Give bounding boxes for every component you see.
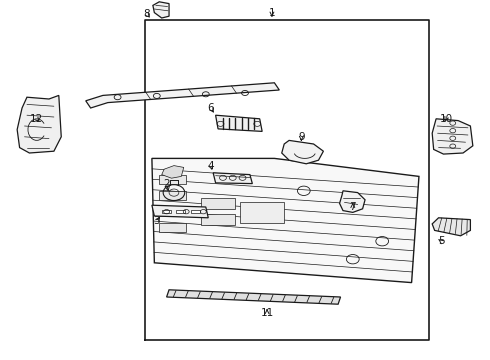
Bar [201,214,235,225]
Polygon shape [152,158,419,283]
Text: 9: 9 [298,132,305,142]
Polygon shape [432,218,470,236]
Text: 6: 6 [207,103,214,113]
Text: 10: 10 [440,114,452,124]
Bar [176,210,185,213]
Bar [159,175,186,184]
Polygon shape [432,119,473,154]
Polygon shape [216,115,262,131]
Text: 4: 4 [207,161,214,171]
Bar [201,198,235,209]
Polygon shape [167,290,341,304]
Text: 1: 1 [269,8,275,18]
Text: 7: 7 [349,202,356,212]
Bar [191,210,200,213]
Text: 3: 3 [153,216,160,226]
Text: 2: 2 [163,179,170,189]
Text: 11: 11 [260,308,274,318]
Polygon shape [162,166,184,178]
Bar [159,223,186,232]
Polygon shape [213,173,252,184]
Text: 8: 8 [144,9,150,19]
Polygon shape [153,2,169,18]
Bar [240,202,284,223]
Polygon shape [282,140,323,164]
Text: 12: 12 [30,114,44,124]
Polygon shape [152,205,208,218]
Text: 5: 5 [438,236,444,246]
Polygon shape [86,83,279,108]
Bar [159,207,186,216]
Polygon shape [340,191,365,212]
Polygon shape [17,95,61,153]
Bar [162,210,171,213]
Bar [159,191,186,200]
